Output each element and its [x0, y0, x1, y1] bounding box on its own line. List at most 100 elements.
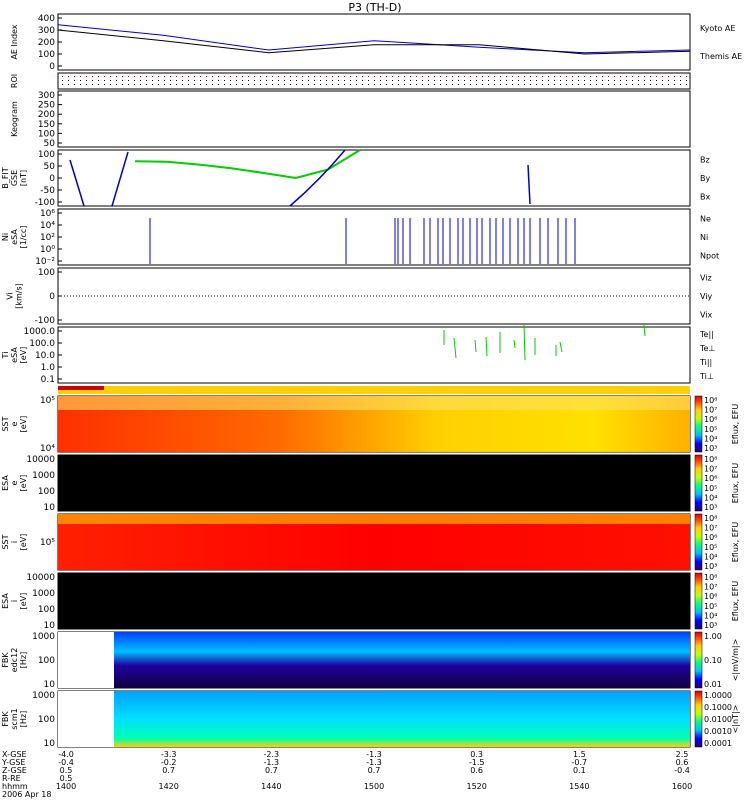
roi-dot: [440, 76, 441, 77]
roi-dot: [578, 84, 579, 85]
colorbar-tick: 10⁸: [704, 514, 717, 523]
roi-dot: [230, 76, 231, 77]
roi-dot: [410, 76, 411, 77]
colorbar-tick: 10⁶: [704, 415, 717, 424]
roi-dot: [170, 76, 171, 77]
roi-dot: [146, 76, 147, 77]
roi-dot: [236, 84, 237, 85]
roi-dot: [410, 84, 411, 85]
roi-dot: [350, 84, 351, 85]
y-tick-label: 100: [38, 487, 55, 497]
roi-dot: [284, 76, 285, 77]
bx-line: [69, 159, 85, 207]
roi-dot: [152, 80, 153, 81]
roi-dot: [428, 84, 429, 85]
y-tick-label: 0.1: [41, 375, 55, 385]
ylabel-fbk2: FBK scm1 [Hz]: [1, 708, 28, 729]
colorbar-tick: 10⁶: [704, 592, 717, 601]
roi-dot: [104, 80, 105, 81]
roi-dot: [458, 84, 459, 85]
roi-dot: [188, 84, 189, 85]
roi-dot: [650, 80, 651, 81]
roi-dot: [74, 84, 75, 85]
colorbar-tick: 0.0010: [704, 727, 732, 736]
roi-dot: [590, 80, 591, 81]
x-tick-value: -3.3: [161, 750, 177, 759]
roi-dot: [518, 80, 519, 81]
x-tick-value: -1.3: [366, 750, 382, 759]
x-tick-value: 0.5: [60, 774, 73, 783]
roi-dot: [374, 76, 375, 77]
roi-dot: [686, 80, 687, 81]
ylabel-fbk1: FBK edc12 [Hz]: [1, 648, 28, 673]
roi-dot: [86, 80, 87, 81]
y-tick-label: 10⁰: [40, 245, 55, 255]
roi-dot: [134, 76, 135, 77]
roi-dot: [560, 80, 561, 81]
roi-dot: [146, 80, 147, 81]
legend-entry: Ne: [700, 214, 711, 223]
roi-dot: [86, 76, 87, 77]
roi-dot: [314, 84, 315, 85]
ae-series-line: [57, 24, 691, 54]
colorbar-label: Eflux, EFU: [731, 522, 740, 563]
roi-dot: [362, 80, 363, 81]
colorbar-tick: 0.01: [704, 680, 722, 689]
roi-dot: [464, 80, 465, 81]
roi-dot: [428, 80, 429, 81]
roi-dot: [62, 80, 63, 81]
roi-dot: [248, 84, 249, 85]
ti-segment: [453, 337, 457, 359]
roi-dot: [380, 84, 381, 85]
ae-series-line: [57, 29, 691, 55]
y-tick-label: 300: [38, 26, 55, 36]
legend-entry: Ni: [700, 233, 708, 242]
colorbar-tick: 0.10: [704, 656, 722, 665]
ylabel-sst_e: SST e [eV]: [1, 416, 28, 433]
x-row-label: X-GSE: [2, 750, 27, 759]
ylabel-line: Ti: [1, 352, 10, 360]
ylabel-ae: AE Index: [10, 24, 19, 59]
roi-dot: [602, 80, 603, 81]
colorbar-tick: 10⁴: [704, 493, 717, 502]
colorbar-tick: 10⁴: [704, 611, 717, 620]
fbk-scm-gap: [58, 691, 114, 747]
y-tick-label: 10000: [26, 573, 55, 583]
colorbar: [694, 513, 703, 571]
ylabel-line: edc12: [10, 648, 19, 673]
legend-entry: Vix: [700, 311, 713, 320]
roi-dot: [356, 84, 357, 85]
roi-dot: [206, 84, 207, 85]
legend-entry: Ti⊥: [699, 372, 714, 381]
ylabel-esa_e: ESA e [eV]: [1, 475, 28, 492]
colorbar-label: Eflux, EFU: [731, 463, 740, 504]
x-tick-value: -2.3: [264, 750, 280, 759]
roi-dot: [500, 84, 501, 85]
roi-dot: [470, 84, 471, 85]
roi-dot: [248, 80, 249, 81]
roi-dot: [128, 80, 129, 81]
roi-dot: [650, 84, 651, 85]
roi-dot: [134, 84, 135, 85]
roi-dot: [614, 80, 615, 81]
roi-dot: [422, 80, 423, 81]
x-row-label: Z-GSE: [2, 766, 27, 775]
ti-segment: [523, 324, 526, 361]
ni-spikes: [149, 218, 576, 264]
roi-dot: [554, 84, 555, 85]
x-tick-value: 0.7: [368, 766, 381, 775]
roi-dot: [62, 76, 63, 77]
roi-dot: [284, 84, 285, 85]
roi-dot: [236, 80, 237, 81]
roi-dot: [290, 80, 291, 81]
roi-dot: [536, 84, 537, 85]
colorbar-tick: 10⁷: [704, 406, 717, 415]
colorbar-tick: 10³: [704, 503, 717, 512]
legend-entry: Ti||: [699, 358, 712, 367]
roi-dot: [332, 80, 333, 81]
roi-dot: [86, 84, 87, 85]
roi-dot: [524, 76, 525, 77]
roi-dot: [188, 80, 189, 81]
x-tick-value: 0.3: [470, 750, 483, 759]
roi-dot: [602, 76, 603, 77]
